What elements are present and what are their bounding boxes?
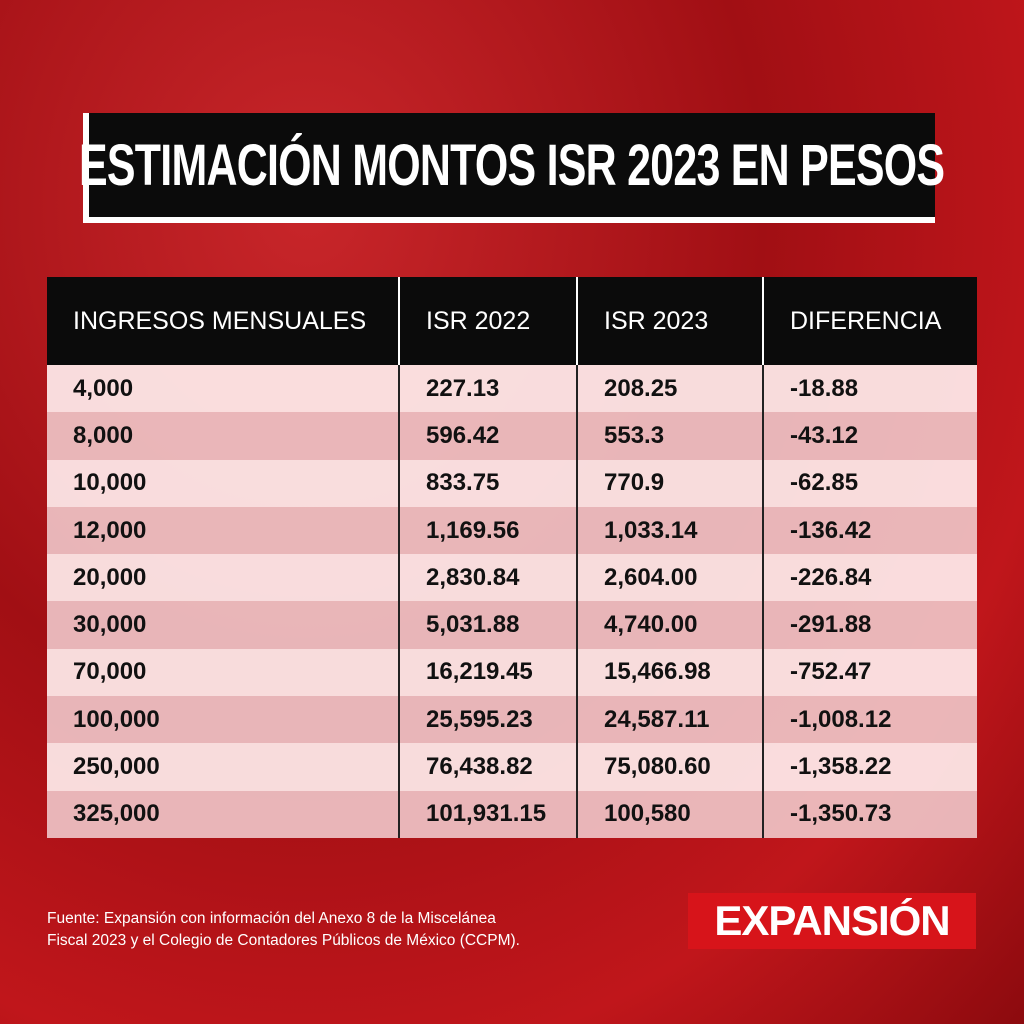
table-row: 8,000 596.42 553.3 -43.12 bbox=[47, 412, 977, 460]
logo: EXPANSIÓN bbox=[688, 893, 976, 949]
column-header: ISR 2023 bbox=[578, 277, 764, 365]
table-row: 10,000 833.75 770.9 -62.85 bbox=[47, 459, 977, 507]
table-row: 30,000 5,031.88 4,740.00 -291.88 bbox=[47, 601, 977, 649]
title-frame: ESTIMACIÓN MONTOS ISR 2023 EN PESOS bbox=[79, 113, 945, 223]
table-cell: -1,008.12 bbox=[790, 705, 892, 733]
table-cell: 325,000 bbox=[47, 790, 400, 838]
table-cell: 770.9 bbox=[578, 459, 764, 507]
table-cell: 250,000 bbox=[47, 743, 400, 791]
table-cell: 101,931.15 bbox=[400, 790, 578, 838]
table-cell: 1,169.56 bbox=[400, 506, 578, 555]
table-cell: -136.42 bbox=[790, 516, 872, 544]
table: INGRESOS MENSUALES ISR 2022 ISR 2023 DIFERE… bbox=[47, 277, 977, 838]
title-box: ESTIMACIÓN MONTOS ISR 2023 EN PESOS bbox=[79, 113, 945, 217]
table-cell: -752.47 bbox=[790, 658, 872, 686]
table-cell: 10,000 bbox=[47, 459, 400, 507]
table-cell: 20,000 bbox=[47, 554, 400, 602]
table-cell: 16,219.45 bbox=[400, 648, 578, 697]
column-header: DIFERENCIA bbox=[790, 306, 942, 335]
table-row: 4,000 227.13 208.25 -18.88 bbox=[47, 365, 977, 413]
table-cell: 70,000 bbox=[47, 648, 400, 697]
source-line: Fuente: Expansión con información del An… bbox=[47, 910, 496, 927]
table-cell: -1,350.73 bbox=[790, 800, 892, 828]
table-cell: 833.75 bbox=[400, 459, 578, 507]
table-cell: -226.84 bbox=[790, 563, 872, 591]
table-row: 100,000 25,595.23 24,587.11 -1,008.12 bbox=[47, 696, 977, 744]
table-cell: 208.25 bbox=[578, 365, 764, 413]
table-row: 12,000 1,169.56 1,033.14 -136.42 bbox=[47, 506, 977, 555]
table-cell: 553.3 bbox=[578, 412, 764, 460]
table-cell: -1,358.22 bbox=[790, 753, 892, 781]
table-row: 20,000 2,830.84 2,604.00 -226.84 bbox=[47, 554, 977, 602]
table-cell: 76,438.82 bbox=[400, 743, 578, 791]
source: Fuente: Expansión con información del An… bbox=[47, 908, 520, 952]
table-cell: 25,595.23 bbox=[400, 696, 578, 744]
header-row: INGRESOS MENSUALES ISR 2022 ISR 2023 DIFERE… bbox=[47, 277, 977, 365]
table-cell: 4,000 bbox=[47, 365, 400, 413]
table-cell: 100,580 bbox=[578, 790, 764, 838]
table-cell: 30,000 bbox=[47, 601, 400, 649]
table-cell: 8,000 bbox=[47, 412, 400, 460]
table-cell: 100,000 bbox=[47, 696, 400, 744]
column-header: ISR 2022 bbox=[400, 277, 578, 365]
table-cell: 2,830.84 bbox=[400, 554, 578, 602]
source-line: Fiscal 2023 y el Colegio de Contadores P… bbox=[47, 932, 520, 949]
table-cell: 15,466.98 bbox=[578, 648, 764, 697]
table-row: 250,000 76,438.82 75,080.60 -1,358.22 bbox=[47, 743, 977, 791]
table-cell: -18.88 bbox=[790, 374, 859, 402]
table-cell: 596.42 bbox=[400, 412, 578, 460]
table-cell: 4,740.00 bbox=[578, 601, 764, 649]
table-cell: 2,604.00 bbox=[578, 554, 764, 602]
table-cell: 1,033.14 bbox=[578, 506, 764, 555]
table-row: 70,000 16,219.45 15,466.98 -752.47 bbox=[47, 648, 977, 697]
table-row: 325,000 101,931.15 100,580 -1,350.73 bbox=[47, 790, 977, 838]
table-cell: -291.88 bbox=[790, 611, 872, 639]
table-cell: 227.13 bbox=[400, 365, 578, 413]
table-cell: 75,080.60 bbox=[578, 743, 764, 791]
table-cell: -43.12 bbox=[790, 421, 859, 449]
table-cell: 12,000 bbox=[47, 506, 400, 555]
table-cell: 5,031.88 bbox=[400, 601, 578, 649]
column-header: INGRESOS MENSUALES bbox=[47, 277, 400, 365]
table-cell: -62.85 bbox=[790, 469, 859, 497]
title: ESTIMACIÓN MONTOS ISR 2023 EN PESOS bbox=[79, 132, 945, 198]
table-cell: 24,587.11 bbox=[578, 696, 764, 744]
